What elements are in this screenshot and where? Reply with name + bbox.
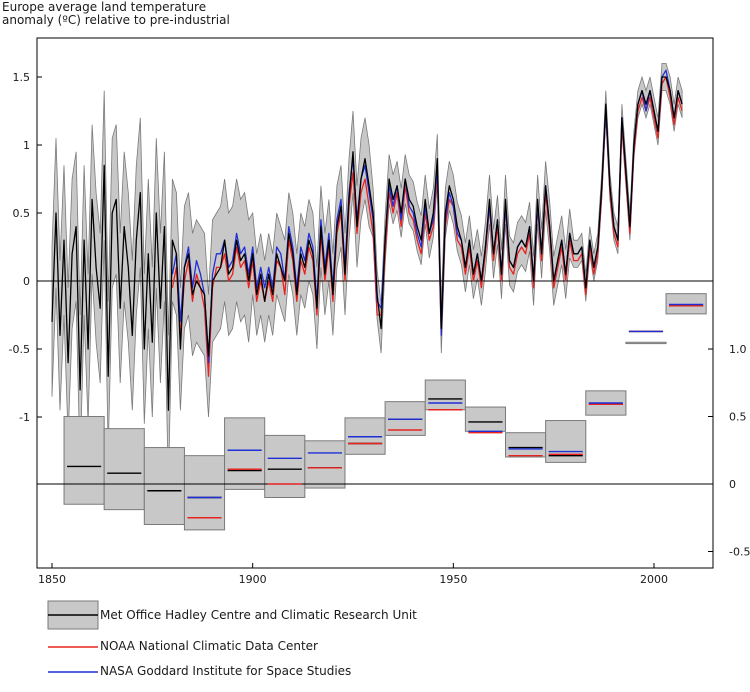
chart-title-line1: Europe average land temperature	[2, 0, 207, 14]
legend-item-hadcrut: Met Office Hadley Centre and Climatic Re…	[44, 600, 704, 630]
legend-swatch-ncdc	[48, 646, 98, 648]
hadcrut-decadal-uncertainty-box	[464, 406, 507, 432]
left-axis-tick-label: 1	[23, 139, 30, 152]
left-axis-tick-label: 0	[23, 275, 30, 288]
hadcrut-decadal-uncertainty-box	[143, 447, 185, 525]
hadcrut-annual-uncertainty-band	[51, 63, 683, 486]
right-axis-tick-label: 0	[729, 478, 736, 491]
legend-label-ncdc: NOAA National Climatic Data Center	[100, 639, 318, 653]
legend-label-gistemp: NASA Goddard Institute for Space Studies	[100, 664, 352, 678]
legend-label-hadcrut: Met Office Hadley Centre and Climatic Re…	[100, 608, 417, 622]
left-axis-tick-label: 0.5	[13, 207, 31, 220]
hadcrut-decadal-uncertainty-box	[103, 428, 145, 511]
hadcrut-decadal-uncertainty-box	[304, 440, 346, 489]
ncdc-annual-line	[171, 76, 683, 377]
temperature-chart: 1.5 1 0.5 0 -0.5 -1 1.0 0.5 0 -0.5 1850 1900 1950 200…	[9, 37, 750, 586]
hadcrut-decadal-uncertainty-box	[625, 341, 667, 345]
legend-item-gistemp: NASA Goddard Institute for Space Studies	[44, 662, 704, 692]
right-axis-tick-label: 1.0	[729, 343, 747, 356]
hadcrut-annual-line	[51, 76, 683, 411]
hadcrut-decadal-uncertainty-box	[424, 379, 466, 411]
right-axis-tick-label: 0.5	[729, 411, 747, 424]
legend-swatch-hadcrut	[47, 600, 99, 630]
x-axis-tick-label: 1900	[239, 573, 267, 586]
hadcrut-decadal-uncertainty-box	[63, 416, 105, 505]
hadcrut-decadal-uncertainty-box	[505, 432, 547, 458]
hadcrut-decadal-uncertainty-box	[264, 434, 306, 498]
hadcrut-decadal-uncertainty-box	[183, 455, 226, 531]
x-axis-tick-label: 1850	[38, 573, 66, 586]
x-axis-tick-label: 1950	[439, 573, 467, 586]
chart-title-line2: anomaly (ºC) relative to pre-industrial	[2, 13, 230, 27]
legend: Met Office Hadley Centre and Climatic Re…	[44, 600, 704, 680]
plot-frame	[36, 37, 714, 569]
hadcrut-decadal-uncertainty-box	[224, 417, 266, 490]
right-axis-tick-label: -0.5	[729, 546, 750, 559]
left-axis-tick-label: 1.5	[13, 71, 31, 84]
left-axis-tick-label: -1	[19, 411, 30, 424]
x-axis-tick-label: 2000	[640, 573, 668, 586]
left-axis-tick-label: -0.5	[9, 343, 30, 356]
legend-item-ncdc: NOAA National Climatic Data Center	[44, 637, 704, 667]
legend-swatch-gistemp	[48, 671, 98, 673]
